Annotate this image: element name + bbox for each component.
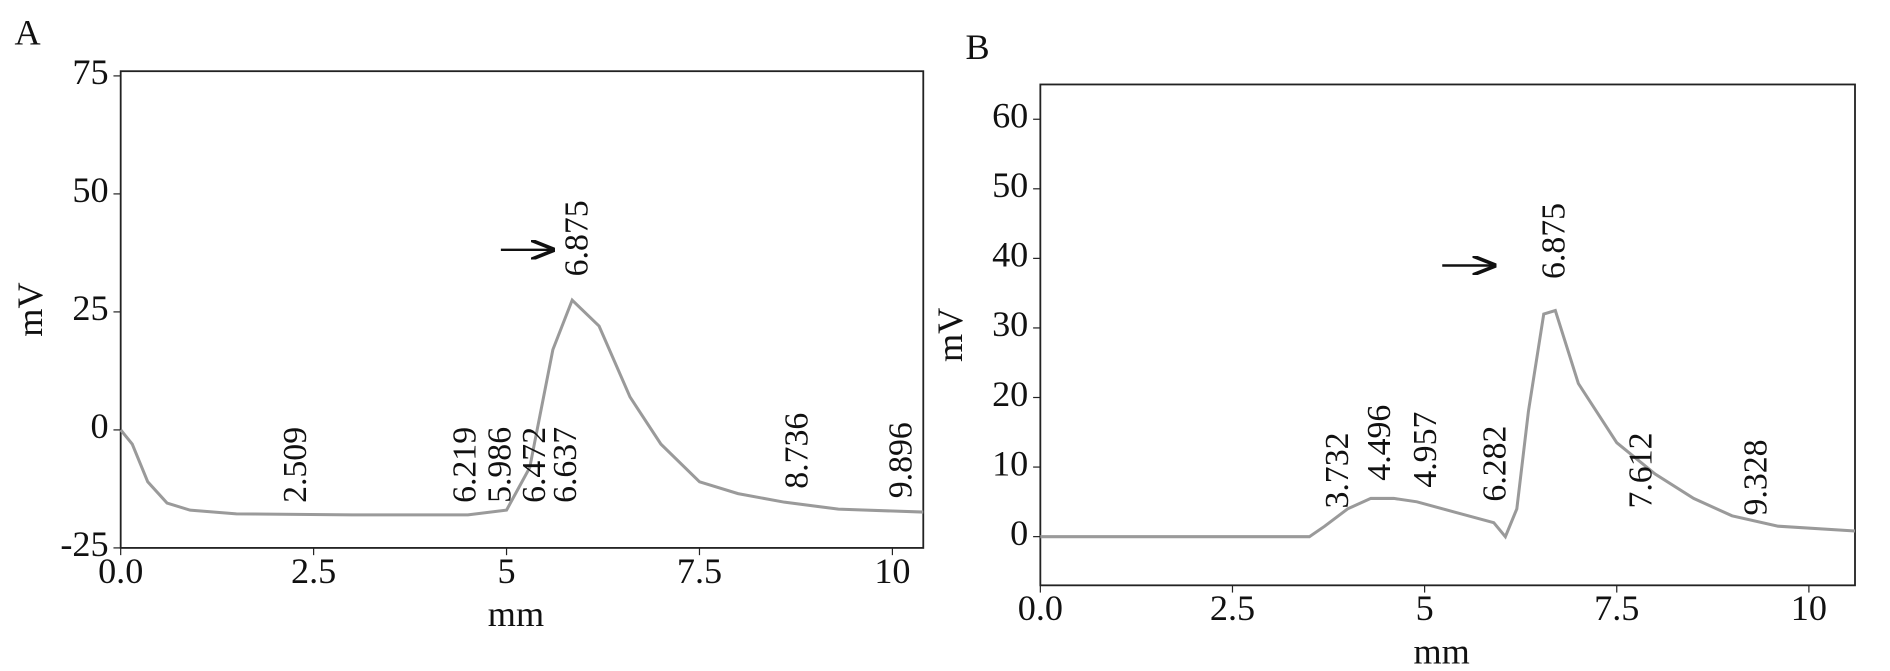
plot-frame — [1039, 83, 1856, 587]
peak-label: 6.875 — [1536, 203, 1573, 279]
y-tick-label: 0 — [91, 406, 109, 446]
peak-label: 6.282 — [1476, 426, 1513, 502]
y-axis-label: mV — [930, 308, 970, 362]
x-axis-label: mm — [1413, 632, 1469, 671]
y-tick-label: 30 — [992, 304, 1028, 344]
y-tick-label: 25 — [72, 288, 108, 328]
peak-label: 4.957 — [1407, 412, 1444, 488]
y-tick-label: 75 — [72, 52, 108, 92]
y-tick-label: -25 — [60, 524, 108, 564]
x-tick-label: 7.5 — [677, 551, 722, 591]
y-tick-label: 50 — [992, 165, 1028, 205]
x-tick-label: 7.5 — [1594, 588, 1639, 628]
peak-label: 6.219 — [447, 427, 484, 503]
x-tick-label: 2.5 — [291, 551, 336, 591]
peak-label: 4.496 — [1361, 405, 1398, 481]
x-tick-label: 5 — [498, 551, 516, 591]
peak-label: 8.736 — [779, 413, 816, 489]
peak-label: 9.328 — [1738, 439, 1775, 515]
y-tick-label: 10 — [992, 443, 1028, 483]
panel-label: B — [966, 27, 990, 67]
y-tick-label: 0 — [1010, 513, 1028, 553]
plot-frame — [119, 70, 925, 549]
x-tick-label: 0.0 — [1018, 588, 1063, 628]
trace — [1040, 308, 1856, 540]
panel-label: A — [14, 13, 40, 53]
y-tick-label: 50 — [72, 170, 108, 210]
y-tick-label: 60 — [992, 96, 1028, 136]
y-axis-label: mV — [10, 282, 50, 336]
x-tick-label: 2.5 — [1210, 588, 1255, 628]
x-tick-label: 10 — [874, 551, 910, 591]
peak-label: 6.875 — [559, 200, 596, 276]
peak-label: 7.612 — [1622, 433, 1659, 509]
x-tick-label: 10 — [1791, 588, 1827, 628]
y-tick-label: 20 — [992, 374, 1028, 414]
peak-label: 5.986 — [481, 427, 518, 503]
peak-label: 2.509 — [277, 427, 314, 503]
peak-label: 9.896 — [883, 422, 920, 498]
y-tick-label: 40 — [992, 235, 1028, 275]
x-tick-label: 0.0 — [98, 551, 143, 591]
x-axis-label: mm — [488, 594, 544, 634]
x-tick-label: 5 — [1416, 588, 1434, 628]
peak-label: 6.637 — [547, 427, 584, 503]
peak-label: 3.732 — [1319, 433, 1356, 509]
peak-label: 6.472 — [516, 427, 553, 503]
trace — [119, 297, 924, 517]
